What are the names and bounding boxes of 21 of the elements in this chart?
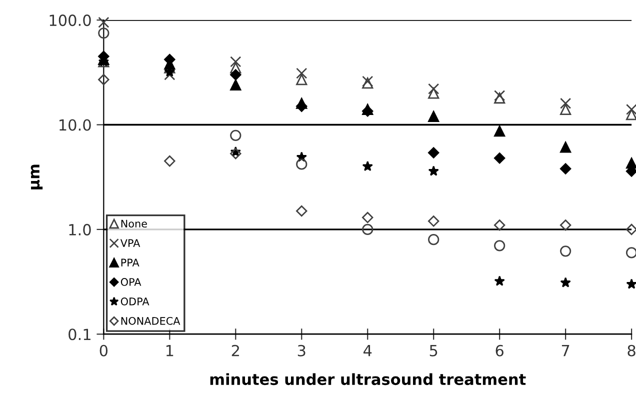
legend-label: None [121, 220, 147, 228]
y-tick-label: 100.0 [50, 14, 91, 26]
legend-label: OPA [120, 278, 142, 286]
x-tick-label: 8 [628, 344, 636, 356]
x-axis-title: minutes under ultrasound treatment [210, 373, 526, 386]
x-tick-label: 1 [166, 345, 174, 356]
x-tick-label: 0 [100, 344, 108, 356]
y-tick-label: 0.1 [68, 328, 90, 340]
x-tick-label: 2 [232, 344, 239, 356]
x-tick-label: 3 [298, 344, 306, 356]
x-tick-label: 5 [430, 345, 438, 356]
x-tick-label: 6 [496, 344, 504, 356]
y-tick-label: 1.0 [69, 224, 91, 236]
x-tick-label: 4 [363, 345, 372, 356]
legend-label: NONADECA [121, 316, 180, 325]
y-axis-title: µm [30, 164, 43, 190]
y-tick-label: 10.0 [60, 119, 91, 131]
legend-label: ODPA [120, 298, 150, 306]
legend-label: PPA [121, 258, 140, 266]
x-tick-label: 7 [562, 345, 570, 356]
legend-label: VPA [120, 239, 140, 247]
